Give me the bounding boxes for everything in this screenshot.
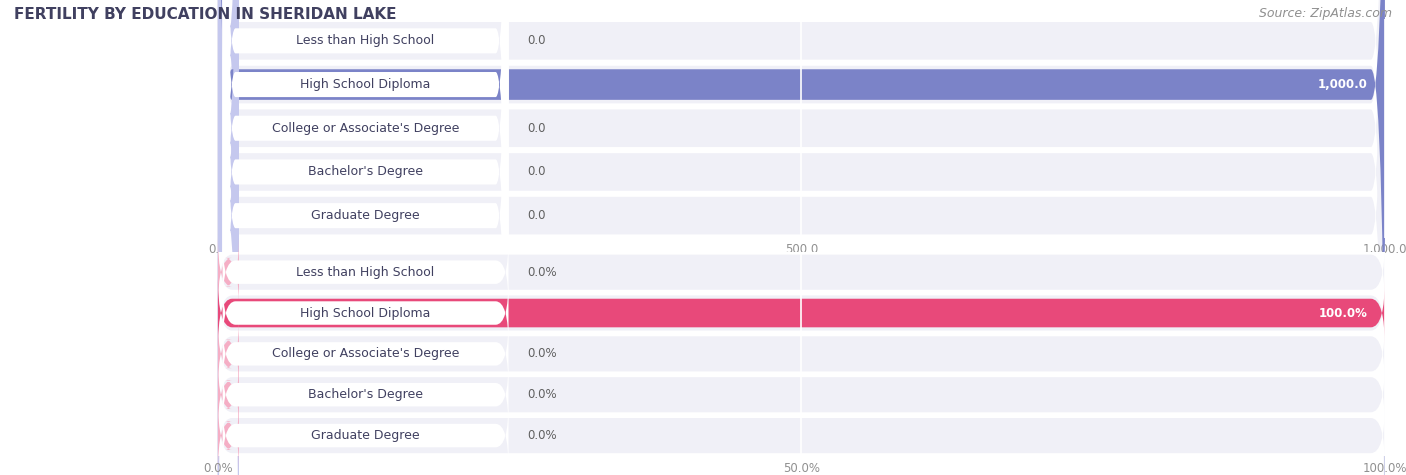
FancyBboxPatch shape (218, 401, 239, 470)
FancyBboxPatch shape (222, 402, 509, 469)
Text: Graduate Degree: Graduate Degree (311, 429, 420, 442)
Text: 100.0%: 100.0% (1319, 306, 1368, 320)
FancyBboxPatch shape (222, 0, 509, 475)
FancyBboxPatch shape (222, 0, 509, 475)
FancyBboxPatch shape (218, 0, 1385, 475)
FancyBboxPatch shape (218, 323, 1385, 385)
FancyBboxPatch shape (218, 278, 1385, 348)
Text: Graduate Degree: Graduate Degree (311, 209, 420, 222)
FancyBboxPatch shape (218, 0, 1385, 475)
Text: Less than High School: Less than High School (297, 34, 434, 48)
Text: 1,000.0: 1,000.0 (1317, 78, 1368, 91)
FancyBboxPatch shape (218, 360, 239, 429)
Text: High School Diploma: High School Diploma (301, 78, 430, 91)
Text: College or Associate's Degree: College or Associate's Degree (271, 347, 460, 361)
FancyBboxPatch shape (222, 0, 509, 475)
Text: 0.0%: 0.0% (527, 388, 557, 401)
Text: 0.0: 0.0 (527, 122, 546, 135)
Text: 0.0: 0.0 (527, 34, 546, 48)
FancyBboxPatch shape (222, 239, 509, 305)
FancyBboxPatch shape (218, 238, 239, 307)
Text: High School Diploma: High School Diploma (301, 306, 430, 320)
FancyBboxPatch shape (218, 0, 239, 475)
Text: Less than High School: Less than High School (297, 266, 434, 279)
FancyBboxPatch shape (218, 319, 239, 389)
FancyBboxPatch shape (218, 0, 239, 475)
FancyBboxPatch shape (222, 361, 509, 428)
FancyBboxPatch shape (218, 0, 1385, 475)
FancyBboxPatch shape (218, 0, 239, 475)
FancyBboxPatch shape (218, 404, 1385, 467)
Text: 0.0%: 0.0% (527, 266, 557, 279)
Text: FERTILITY BY EDUCATION IN SHERIDAN LAKE: FERTILITY BY EDUCATION IN SHERIDAN LAKE (14, 7, 396, 22)
FancyBboxPatch shape (222, 0, 509, 475)
FancyBboxPatch shape (222, 321, 509, 387)
Text: Bachelor's Degree: Bachelor's Degree (308, 165, 423, 179)
FancyBboxPatch shape (218, 241, 1385, 304)
Text: Source: ZipAtlas.com: Source: ZipAtlas.com (1258, 7, 1392, 20)
FancyBboxPatch shape (218, 282, 1385, 344)
FancyBboxPatch shape (222, 0, 509, 475)
FancyBboxPatch shape (218, 0, 1385, 475)
Text: 0.0: 0.0 (527, 165, 546, 179)
FancyBboxPatch shape (222, 280, 509, 346)
FancyBboxPatch shape (218, 0, 239, 475)
Text: 0.0: 0.0 (527, 209, 546, 222)
FancyBboxPatch shape (218, 363, 1385, 426)
Text: College or Associate's Degree: College or Associate's Degree (271, 122, 460, 135)
Text: 0.0%: 0.0% (527, 429, 557, 442)
FancyBboxPatch shape (218, 0, 1385, 475)
Text: 0.0%: 0.0% (527, 347, 557, 361)
FancyBboxPatch shape (218, 0, 1385, 475)
Text: Bachelor's Degree: Bachelor's Degree (308, 388, 423, 401)
